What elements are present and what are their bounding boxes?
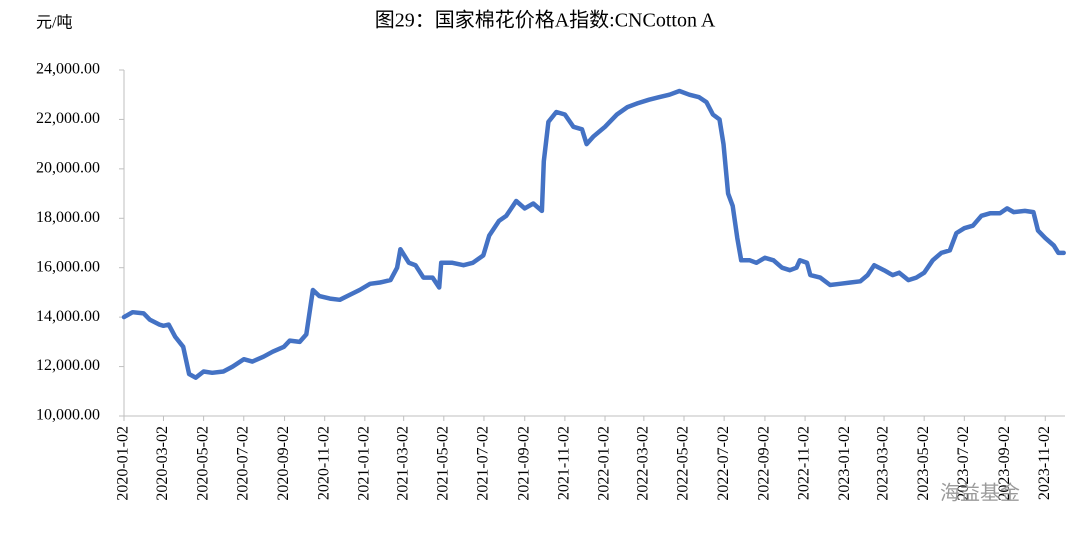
x-tick-label: 2023-09-02 <box>996 426 1013 501</box>
x-tick-label: 2020-07-02 <box>234 426 251 501</box>
x-tick-label: 2023-03-02 <box>875 426 892 501</box>
y-tick-label: 20,000.00 <box>36 160 100 177</box>
y-tick-label: 16,000.00 <box>36 258 100 275</box>
x-tick-label: 2022-03-02 <box>635 426 652 501</box>
x-tick-label: 2020-09-02 <box>275 426 292 501</box>
y-tick-label: 12,000.00 <box>36 357 100 374</box>
x-tick-label: 2020-05-02 <box>194 426 211 501</box>
x-tick-label: 2021-01-02 <box>356 426 373 501</box>
x-tick-label: 2021-03-02 <box>394 426 411 501</box>
price-line <box>121 88 1066 380</box>
x-tick-label: 2023-05-02 <box>915 426 932 501</box>
chart-title: 图29：国家棉花价格A指数:CNCotton A <box>375 9 716 32</box>
y-tick-label: 10,000.00 <box>36 407 100 424</box>
y-axis-unit: 元/吨 <box>36 14 72 32</box>
x-tick-label: 2020-11-02 <box>315 426 332 500</box>
x-tick-label: 2021-11-02 <box>556 426 573 500</box>
y-tick-label: 18,000.00 <box>36 209 100 226</box>
x-tick-label: 2023-11-02 <box>1036 426 1053 500</box>
y-tick-label: 22,000.00 <box>36 110 100 127</box>
x-tick-label: 2021-09-02 <box>515 426 532 501</box>
x-tick-label: 2023-01-02 <box>836 426 853 501</box>
x-tick-label: 2021-07-02 <box>475 426 492 501</box>
x-tick-label: 2022-01-02 <box>596 426 613 501</box>
watermark: 海益基金 <box>940 481 1020 505</box>
x-tick-label: 2021-05-02 <box>434 426 451 501</box>
x-tick-label: 2023-07-02 <box>955 426 972 501</box>
y-tick-label: 14,000.00 <box>36 308 100 325</box>
y-tick-label: 24,000.00 <box>36 61 100 78</box>
x-tick-label: 2022-05-02 <box>675 426 692 501</box>
x-tick-label: 2020-01-02 <box>115 426 132 501</box>
x-tick-label: 2020-03-02 <box>154 426 171 501</box>
x-tick-label: 2022-07-02 <box>715 426 732 501</box>
x-tick-label: 2022-11-02 <box>796 426 813 500</box>
x-tick-label: 2022-09-02 <box>756 426 773 501</box>
